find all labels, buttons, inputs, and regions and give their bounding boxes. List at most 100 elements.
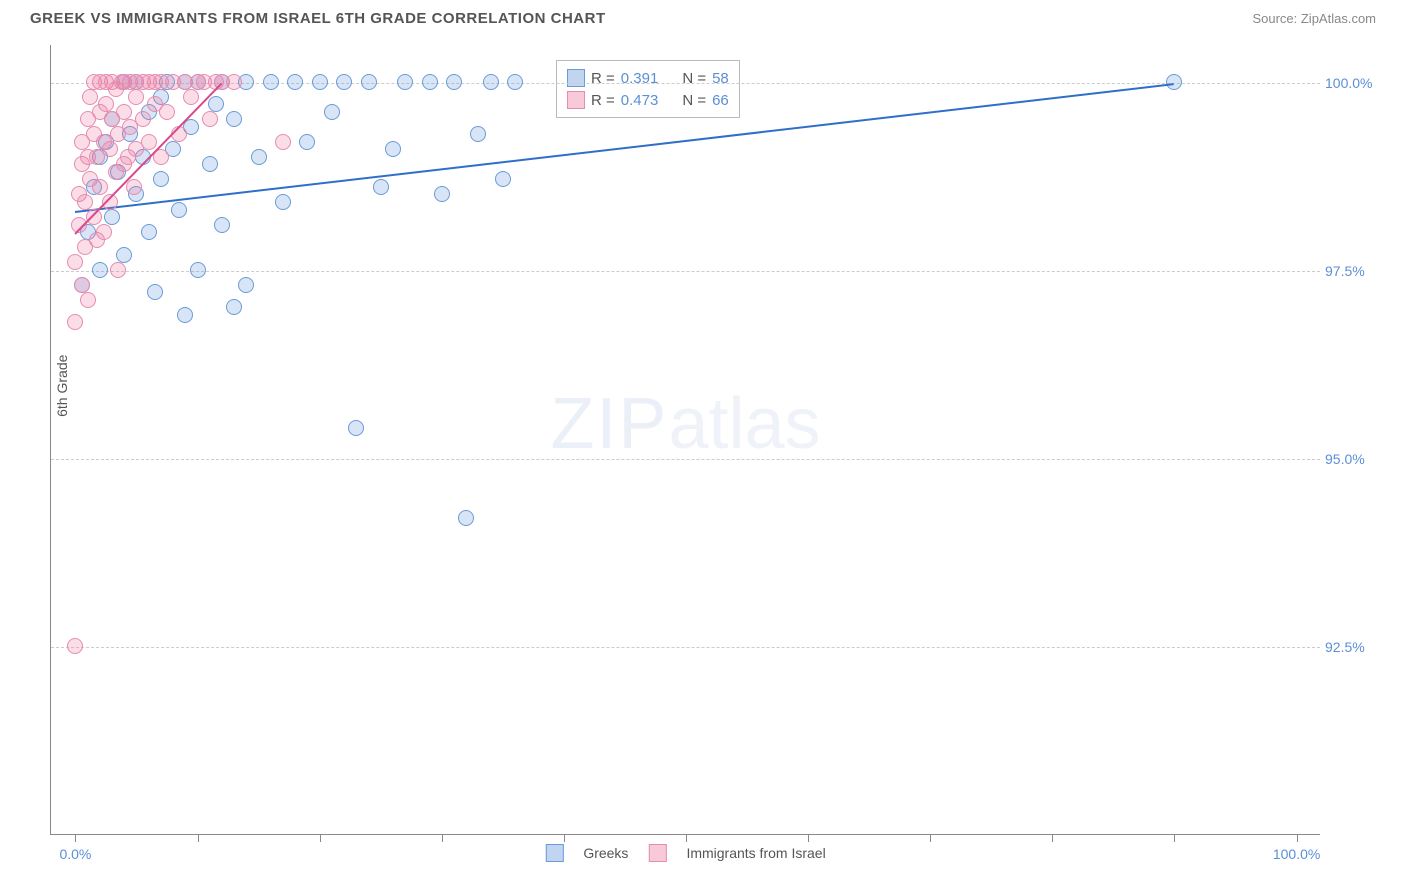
gridline [51, 459, 1320, 460]
data-point [67, 638, 83, 654]
x-tick-label-right: 100.0% [1273, 846, 1320, 862]
watermark-part2: atlas [668, 384, 820, 464]
chart-area: 6th Grade ZIPatlas R = 0.391N = 58R = 0.… [50, 45, 1370, 835]
data-point [92, 179, 108, 195]
legend-swatch [567, 69, 585, 87]
x-tick [442, 834, 443, 842]
data-point [141, 134, 157, 150]
source-label: Source: ZipAtlas.com [1252, 11, 1376, 26]
x-tick [686, 834, 687, 842]
x-tick [1174, 834, 1175, 842]
watermark-part1: ZIP [550, 384, 668, 464]
legend-label: Immigrants from Israel [686, 845, 825, 861]
data-point [385, 141, 401, 157]
legend-swatch [648, 844, 666, 862]
data-point [74, 277, 90, 293]
data-point [507, 74, 523, 90]
data-point [470, 126, 486, 142]
data-point [226, 74, 242, 90]
data-point [275, 134, 291, 150]
data-point [96, 224, 112, 240]
stats-legend-row: R = 0.473 N = 66 [567, 89, 729, 111]
gridline [51, 647, 1320, 648]
data-point [202, 156, 218, 172]
data-point [208, 96, 224, 112]
x-tick [808, 834, 809, 842]
data-point [238, 277, 254, 293]
data-point [336, 74, 352, 90]
y-tick-label: 92.5% [1325, 639, 1375, 655]
data-point [483, 74, 499, 90]
data-point [299, 134, 315, 150]
data-point [116, 104, 132, 120]
stats-legend-row: R = 0.391N = 58 [567, 67, 729, 89]
data-point [110, 262, 126, 278]
data-point [263, 74, 279, 90]
r-label: R = [591, 92, 615, 109]
legend-swatch [545, 844, 563, 862]
y-tick-label: 97.5% [1325, 263, 1375, 279]
data-point [147, 284, 163, 300]
data-point [67, 314, 83, 330]
data-point [104, 209, 120, 225]
y-tick-label: 100.0% [1325, 75, 1375, 91]
data-point [495, 171, 511, 187]
x-tick [1052, 834, 1053, 842]
data-point [92, 262, 108, 278]
series-legend: Greeks Immigrants from Israel [545, 844, 825, 862]
data-point [202, 111, 218, 127]
stats-legend: R = 0.391N = 58R = 0.473N = 66 [556, 60, 740, 118]
data-point [348, 420, 364, 436]
data-point [361, 74, 377, 90]
data-point [126, 179, 142, 195]
data-point [159, 104, 175, 120]
chart-title: GREEK VS IMMIGRANTS FROM ISRAEL 6TH GRAD… [30, 10, 606, 27]
n-label: N = [682, 92, 706, 109]
header: GREEK VS IMMIGRANTS FROM ISRAEL 6TH GRAD… [0, 0, 1406, 27]
legend-label: Greeks [583, 845, 628, 861]
data-point [135, 111, 151, 127]
data-point [446, 74, 462, 90]
data-point [102, 141, 118, 157]
r-label: R = [591, 70, 615, 87]
n-value: 66 [712, 92, 729, 109]
data-point [312, 74, 328, 90]
x-tick [930, 834, 931, 842]
data-point [422, 74, 438, 90]
data-point [98, 96, 114, 112]
data-point [116, 247, 132, 263]
r-value: 0.473 [621, 92, 659, 109]
data-point [82, 89, 98, 105]
data-point [214, 217, 230, 233]
data-point [141, 224, 157, 240]
data-point [324, 104, 340, 120]
legend-swatch [567, 91, 585, 109]
data-point [434, 186, 450, 202]
data-point [183, 89, 199, 105]
data-point [287, 74, 303, 90]
data-point [397, 74, 413, 90]
data-point [1166, 74, 1182, 90]
data-point [275, 194, 291, 210]
x-tick-label-left: 0.0% [59, 846, 91, 862]
y-tick-label: 95.0% [1325, 451, 1375, 467]
watermark: ZIPatlas [550, 383, 820, 465]
data-point [128, 89, 144, 105]
n-value: 58 [712, 70, 729, 87]
x-tick [1297, 834, 1298, 842]
data-point [77, 194, 93, 210]
n-label: N = [682, 70, 706, 87]
data-point [251, 149, 267, 165]
data-point [226, 299, 242, 315]
x-tick [564, 834, 565, 842]
x-tick [320, 834, 321, 842]
data-point [153, 171, 169, 187]
x-tick [198, 834, 199, 842]
data-point [373, 179, 389, 195]
data-point [226, 111, 242, 127]
plot-region: ZIPatlas R = 0.391N = 58R = 0.473N = 66 … [50, 45, 1320, 835]
data-point [80, 292, 96, 308]
x-tick [75, 834, 76, 842]
data-point [190, 262, 206, 278]
gridline [51, 271, 1320, 272]
